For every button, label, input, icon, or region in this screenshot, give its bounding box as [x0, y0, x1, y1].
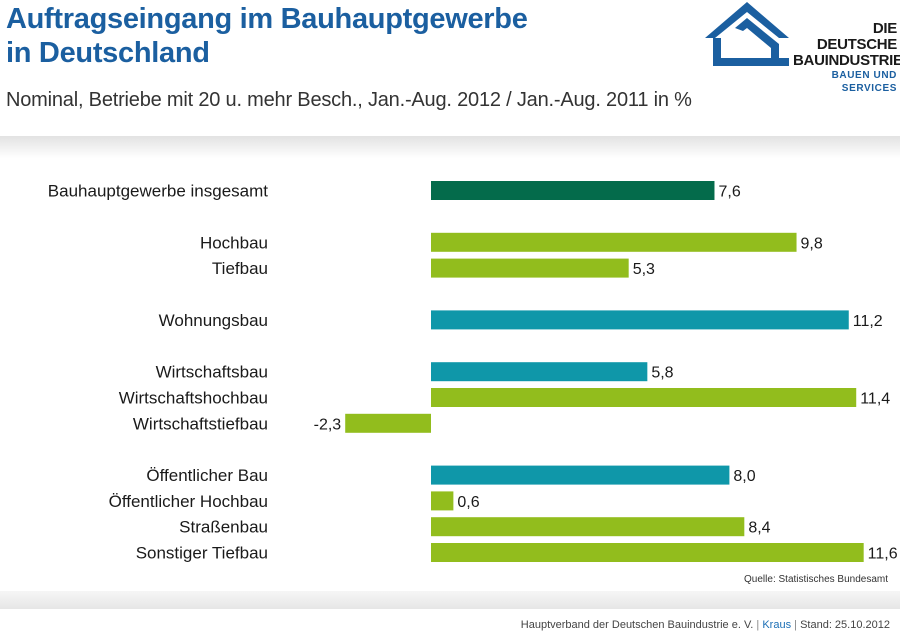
footer-separator: | — [794, 619, 798, 631]
data-label: 9,8 — [801, 235, 823, 252]
data-label: 11,4 — [860, 391, 890, 408]
data-label: 11,2 — [853, 313, 883, 330]
footer-date: Stand: 25.10.2012 — [800, 619, 890, 631]
page-title: Auftragseingang im Bauhauptgewerbe in De… — [6, 2, 528, 70]
bar — [431, 362, 648, 382]
category-label: Straßenbau — [179, 518, 268, 537]
category-label: Wohnungsbau — [159, 311, 268, 330]
data-label: 8,4 — [748, 520, 770, 537]
bar — [431, 543, 864, 562]
bar — [431, 310, 849, 330]
bottom-divider-band — [0, 591, 900, 609]
bar — [431, 258, 629, 278]
category-label: Tiefbau — [212, 259, 268, 278]
data-label: 5,3 — [633, 261, 655, 278]
data-label: 7,6 — [718, 184, 740, 201]
bar — [431, 465, 730, 485]
category-label: Öffentlicher Bau — [146, 466, 268, 485]
data-label: 8,0 — [733, 468, 755, 485]
source-note: Quelle: Statistisches Bundesamt — [744, 574, 888, 585]
category-label: Wirtschaftsbau — [156, 363, 268, 382]
footer-author: Kraus — [762, 619, 792, 631]
category-label: Hochbau — [200, 233, 268, 252]
data-label: 5,8 — [651, 365, 673, 382]
category-label: Bauhauptgewerbe insgesamt — [48, 182, 268, 201]
data-label: -2,3 — [314, 416, 342, 433]
bar — [431, 491, 454, 511]
logo-wordmark: DIE DEUTSCHE BAUINDUSTRIE BAUEN UND SERV… — [793, 20, 900, 95]
data-label: 0,6 — [457, 494, 479, 511]
category-label: Wirtschaftshochbau — [119, 389, 268, 408]
bar — [431, 517, 745, 537]
bar — [431, 181, 715, 200]
data-label: 11,6 — [868, 546, 898, 563]
top-divider-band — [0, 136, 900, 158]
logo — [703, 0, 900, 72]
title-line-2: in Deutschland — [6, 37, 210, 69]
footer-separator: | — [756, 619, 760, 631]
category-label: Wirtschaftstiefbau — [133, 414, 268, 433]
bar — [431, 232, 797, 252]
bar — [345, 413, 431, 433]
chart-subtitle: Nominal, Betriebe mit 20 u. mehr Besch.,… — [6, 89, 692, 111]
footer: Hauptverband der Deutschen Bauindustrie … — [521, 619, 890, 631]
logo-line-3: BAUEN UND SERVICES — [831, 70, 897, 94]
logo-line-2: BAUINDUSTRIE — [793, 52, 900, 69]
house-roof-icon — [705, 2, 789, 66]
category-label: Sonstiger Tiefbau — [136, 544, 268, 563]
category-label: Öffentlicher Hochbau — [109, 492, 268, 511]
bar — [431, 388, 857, 407]
logo-line-1: DIE DEUTSCHE — [816, 20, 897, 53]
footer-org: Hauptverband der Deutschen Bauindustrie … — [520, 619, 754, 631]
title-line-1: Auftragseingang im Bauhauptgewerbe — [6, 3, 528, 35]
